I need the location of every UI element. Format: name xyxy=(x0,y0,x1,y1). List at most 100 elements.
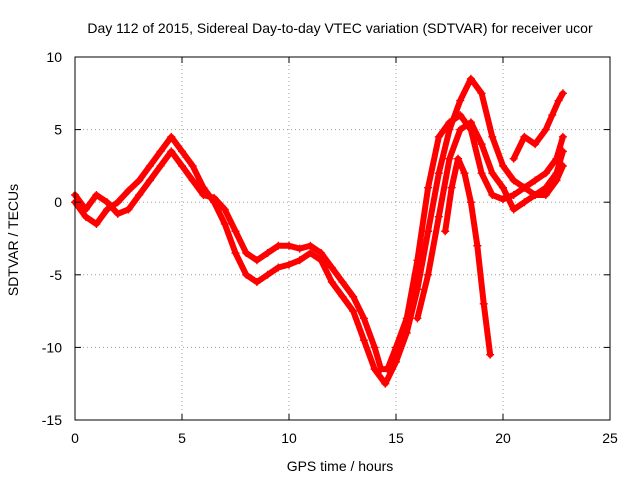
data-point xyxy=(413,314,422,323)
data-point xyxy=(327,263,336,272)
data-point xyxy=(124,186,133,195)
data-point xyxy=(124,205,133,214)
data-point xyxy=(554,96,563,105)
data-point xyxy=(456,96,465,105)
data-point xyxy=(295,244,304,253)
data-point xyxy=(242,249,251,258)
data-point xyxy=(499,161,507,170)
data-point xyxy=(509,176,518,185)
data-point xyxy=(381,379,390,388)
data-point xyxy=(263,270,272,279)
data-point xyxy=(156,147,165,156)
x-tick-label: 15 xyxy=(388,430,404,446)
data-point xyxy=(445,154,454,163)
data-point xyxy=(541,169,550,178)
data-point xyxy=(392,357,400,366)
data-point xyxy=(135,190,144,199)
series-trace xyxy=(442,155,494,358)
data-point xyxy=(434,212,443,221)
x-tick-label: 25 xyxy=(602,430,618,446)
data-point xyxy=(520,132,529,141)
data-point xyxy=(558,89,567,98)
data-point xyxy=(81,212,90,221)
data-point xyxy=(338,278,347,287)
data-point xyxy=(274,241,283,250)
data-point xyxy=(370,365,379,374)
data-point xyxy=(509,205,518,214)
data-point xyxy=(327,278,336,287)
series-trace xyxy=(510,90,566,162)
x-axis-label: GPS time / hours xyxy=(287,458,394,474)
y-axis-label: SDTVAR / TECUs xyxy=(5,184,21,296)
data-point xyxy=(488,132,497,141)
data-point xyxy=(552,176,561,185)
data-point xyxy=(558,147,567,156)
data-point xyxy=(188,161,197,170)
data-point xyxy=(252,256,261,265)
data-point xyxy=(113,198,122,207)
data-point xyxy=(424,270,433,279)
data-point xyxy=(349,307,358,316)
y-tick-label: -10 xyxy=(42,339,62,355)
x-tick-label: 20 xyxy=(495,430,511,446)
data-point xyxy=(113,209,122,218)
series-track-5 xyxy=(509,89,567,163)
data-point xyxy=(445,125,454,134)
data-point xyxy=(231,227,240,236)
data-point xyxy=(167,132,176,141)
data-point xyxy=(135,176,144,185)
series-track-2 xyxy=(71,74,567,388)
data-point xyxy=(317,256,326,265)
data-point xyxy=(434,169,443,178)
data-point xyxy=(252,278,261,287)
data-point xyxy=(509,190,518,199)
data-point xyxy=(317,249,326,258)
data-point xyxy=(541,125,550,134)
data-point xyxy=(424,227,433,236)
data-point xyxy=(434,132,443,141)
data-point xyxy=(231,249,240,258)
data-point xyxy=(178,147,186,156)
data-point xyxy=(145,176,154,185)
y-tick-label: 5 xyxy=(54,122,62,138)
data-point xyxy=(103,205,112,214)
data-point xyxy=(402,328,411,337)
data-point xyxy=(263,249,272,258)
data-point xyxy=(306,241,315,250)
data-point xyxy=(454,154,463,163)
data-point xyxy=(441,227,450,236)
data-point xyxy=(349,292,358,301)
data-point xyxy=(486,350,495,359)
data-point xyxy=(488,169,497,178)
data-point xyxy=(413,285,422,294)
data-point xyxy=(295,256,304,265)
data-point xyxy=(156,161,165,170)
y-tick-label: 10 xyxy=(46,49,62,65)
x-tick-label: 10 xyxy=(281,430,297,446)
data-point xyxy=(466,118,475,127)
data-point xyxy=(424,183,433,192)
data-point xyxy=(178,161,186,170)
data-point xyxy=(488,190,497,199)
data-point xyxy=(167,147,176,156)
data-point xyxy=(509,154,518,163)
data-point xyxy=(220,205,229,214)
chart-title: Day 112 of 2015, Sidereal Day-to-day VTE… xyxy=(87,20,593,36)
data-point xyxy=(479,299,488,308)
data-point xyxy=(531,140,540,149)
data-point xyxy=(359,314,368,323)
data-point xyxy=(188,176,197,185)
data-point xyxy=(145,161,154,170)
x-tick-label: 5 xyxy=(178,430,186,446)
data-point xyxy=(92,190,101,199)
data-point xyxy=(456,125,465,134)
series-track-3 xyxy=(413,118,567,323)
data-point xyxy=(520,183,529,192)
data-point xyxy=(92,219,101,228)
data-point xyxy=(359,336,368,345)
series-track-4 xyxy=(441,154,495,359)
data-point xyxy=(285,241,293,250)
x-tick-label: 0 xyxy=(71,430,79,446)
data-point xyxy=(210,198,219,207)
